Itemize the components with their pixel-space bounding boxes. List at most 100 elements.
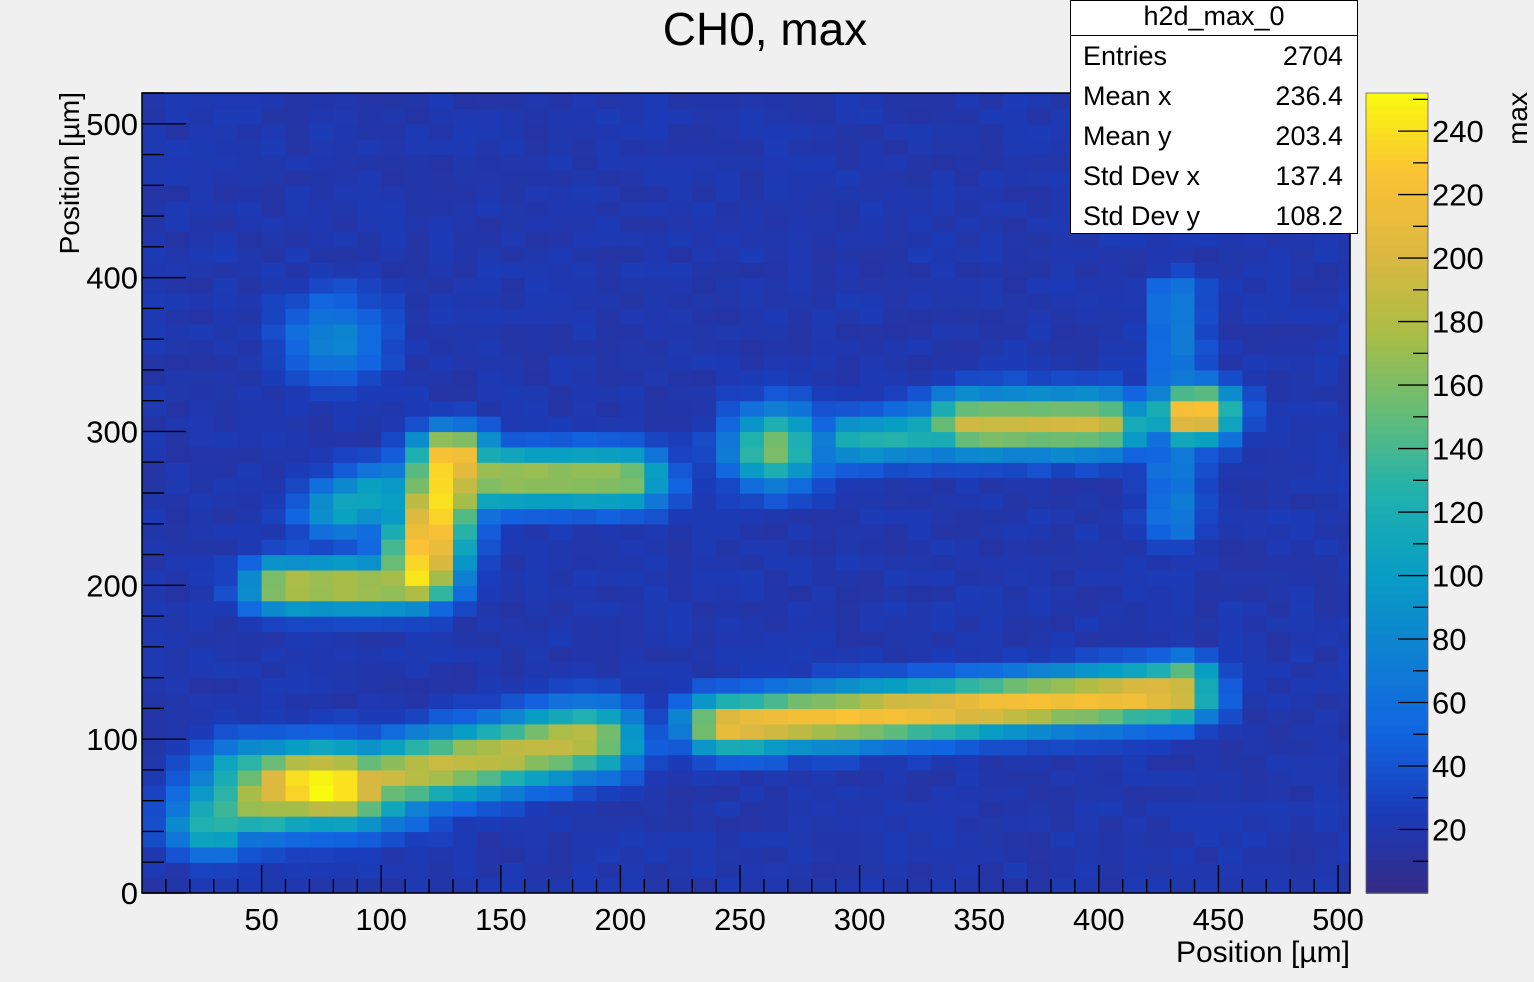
heatmap-cell <box>1170 585 1196 602</box>
color-bar-segment <box>1366 806 1428 814</box>
heatmap-cell <box>1074 493 1100 509</box>
heatmap-cell <box>476 769 502 786</box>
heatmap-cell <box>1242 616 1267 633</box>
heatmap-cell <box>596 200 622 217</box>
heatmap-cell <box>1146 831 1172 848</box>
heatmap-cell <box>1050 308 1076 325</box>
heatmap-cell <box>1003 231 1028 248</box>
heatmap-cell <box>1194 246 1220 263</box>
heatmap-cell <box>979 816 1004 833</box>
heatmap-cell <box>787 93 813 109</box>
heatmap-cell <box>763 200 789 217</box>
heatmap-cell <box>620 400 645 417</box>
heatmap-cell <box>1290 677 1315 694</box>
heatmap-cell <box>763 508 789 525</box>
heatmap-cell <box>237 385 263 402</box>
heatmap-cell <box>429 339 454 356</box>
heatmap-cell <box>979 554 1004 571</box>
heatmap-cell <box>644 139 669 156</box>
heatmap-cell <box>596 739 622 756</box>
heatmap-cell <box>429 646 454 663</box>
heatmap-cell <box>1027 339 1052 356</box>
heatmap-cell <box>907 262 932 279</box>
heatmap-cell <box>1122 585 1148 602</box>
heatmap-cell <box>931 554 956 571</box>
heatmap-cell <box>1050 231 1076 248</box>
heatmap-cell <box>811 508 837 525</box>
heatmap-cell <box>548 277 574 294</box>
heatmap-cell <box>357 385 382 402</box>
heatmap-cell <box>500 400 526 417</box>
heatmap-cell <box>309 277 334 294</box>
heatmap-cell <box>979 631 1004 648</box>
heatmap-cell <box>548 431 574 448</box>
heatmap-cell <box>811 785 837 802</box>
heatmap-cell <box>213 231 239 248</box>
heatmap-cell <box>979 308 1004 325</box>
heatmap-cell <box>596 169 622 186</box>
heatmap-cell <box>1194 708 1220 725</box>
heatmap-cell <box>955 769 980 786</box>
heatmap-cell <box>237 539 263 556</box>
stats-label: Mean x <box>1083 81 1172 111</box>
heatmap-cell <box>1170 723 1196 740</box>
z-tick-label: 160 <box>1432 368 1484 403</box>
heatmap-cell <box>1146 277 1172 294</box>
heatmap-cell <box>835 431 861 448</box>
heatmap-cell <box>1290 462 1315 479</box>
heatmap-cell <box>1146 231 1172 248</box>
heatmap-cell <box>285 308 311 325</box>
heatmap-cell <box>500 293 526 309</box>
heatmap-cell <box>835 677 861 694</box>
heatmap-cell <box>668 200 693 217</box>
heatmap-cell <box>189 739 215 756</box>
heatmap-cell <box>500 508 526 525</box>
color-bar-segment <box>1366 286 1428 294</box>
heatmap-cell <box>405 277 430 294</box>
heatmap-cell <box>1027 93 1052 109</box>
heatmap-cell <box>142 554 167 571</box>
color-bar-segment <box>1366 753 1428 761</box>
heatmap-cell <box>1074 416 1100 433</box>
heatmap-cell <box>189 785 215 802</box>
heatmap-cell <box>787 769 813 786</box>
heatmap-cell <box>357 585 382 602</box>
heatmap-cell <box>213 123 239 140</box>
heatmap-cell <box>668 800 693 817</box>
heatmap-cell <box>1027 554 1052 571</box>
heatmap-cell <box>883 139 909 156</box>
heatmap-cell <box>333 723 358 740</box>
heatmap-cell <box>548 569 574 586</box>
heatmap-cell <box>165 462 191 479</box>
heatmap-cell <box>1170 493 1196 509</box>
heatmap-cell <box>165 631 191 648</box>
heatmap-cell <box>309 754 334 771</box>
heatmap-cell <box>285 508 311 525</box>
heatmap-cell <box>1242 708 1267 725</box>
heatmap-cell <box>309 369 334 386</box>
heatmap-cell <box>787 216 813 233</box>
z-tick-label: 60 <box>1432 686 1466 721</box>
heatmap-cell <box>500 523 526 540</box>
heatmap-cell <box>620 385 645 402</box>
heatmap-cell <box>740 416 765 433</box>
heatmap-cell <box>1218 477 1243 494</box>
heatmap-cell <box>524 677 550 694</box>
heatmap-cell <box>668 400 693 417</box>
heatmap-cell <box>333 708 358 725</box>
heatmap-cell <box>1027 185 1052 202</box>
heatmap-cell <box>931 846 956 863</box>
heatmap-cell <box>859 169 885 186</box>
heatmap-cell <box>763 631 789 648</box>
heatmap-cell <box>405 416 430 433</box>
heatmap-cell <box>1218 462 1243 479</box>
heatmap-cell <box>620 800 645 817</box>
heatmap-cell <box>1050 108 1076 125</box>
heatmap-cell <box>644 477 669 494</box>
heatmap-cell <box>1170 769 1196 786</box>
heatmap-cell <box>524 616 550 633</box>
heatmap-cell <box>237 431 263 448</box>
heatmap-cell <box>692 323 717 340</box>
heatmap-cell <box>763 539 789 556</box>
heatmap-cell <box>357 323 382 340</box>
